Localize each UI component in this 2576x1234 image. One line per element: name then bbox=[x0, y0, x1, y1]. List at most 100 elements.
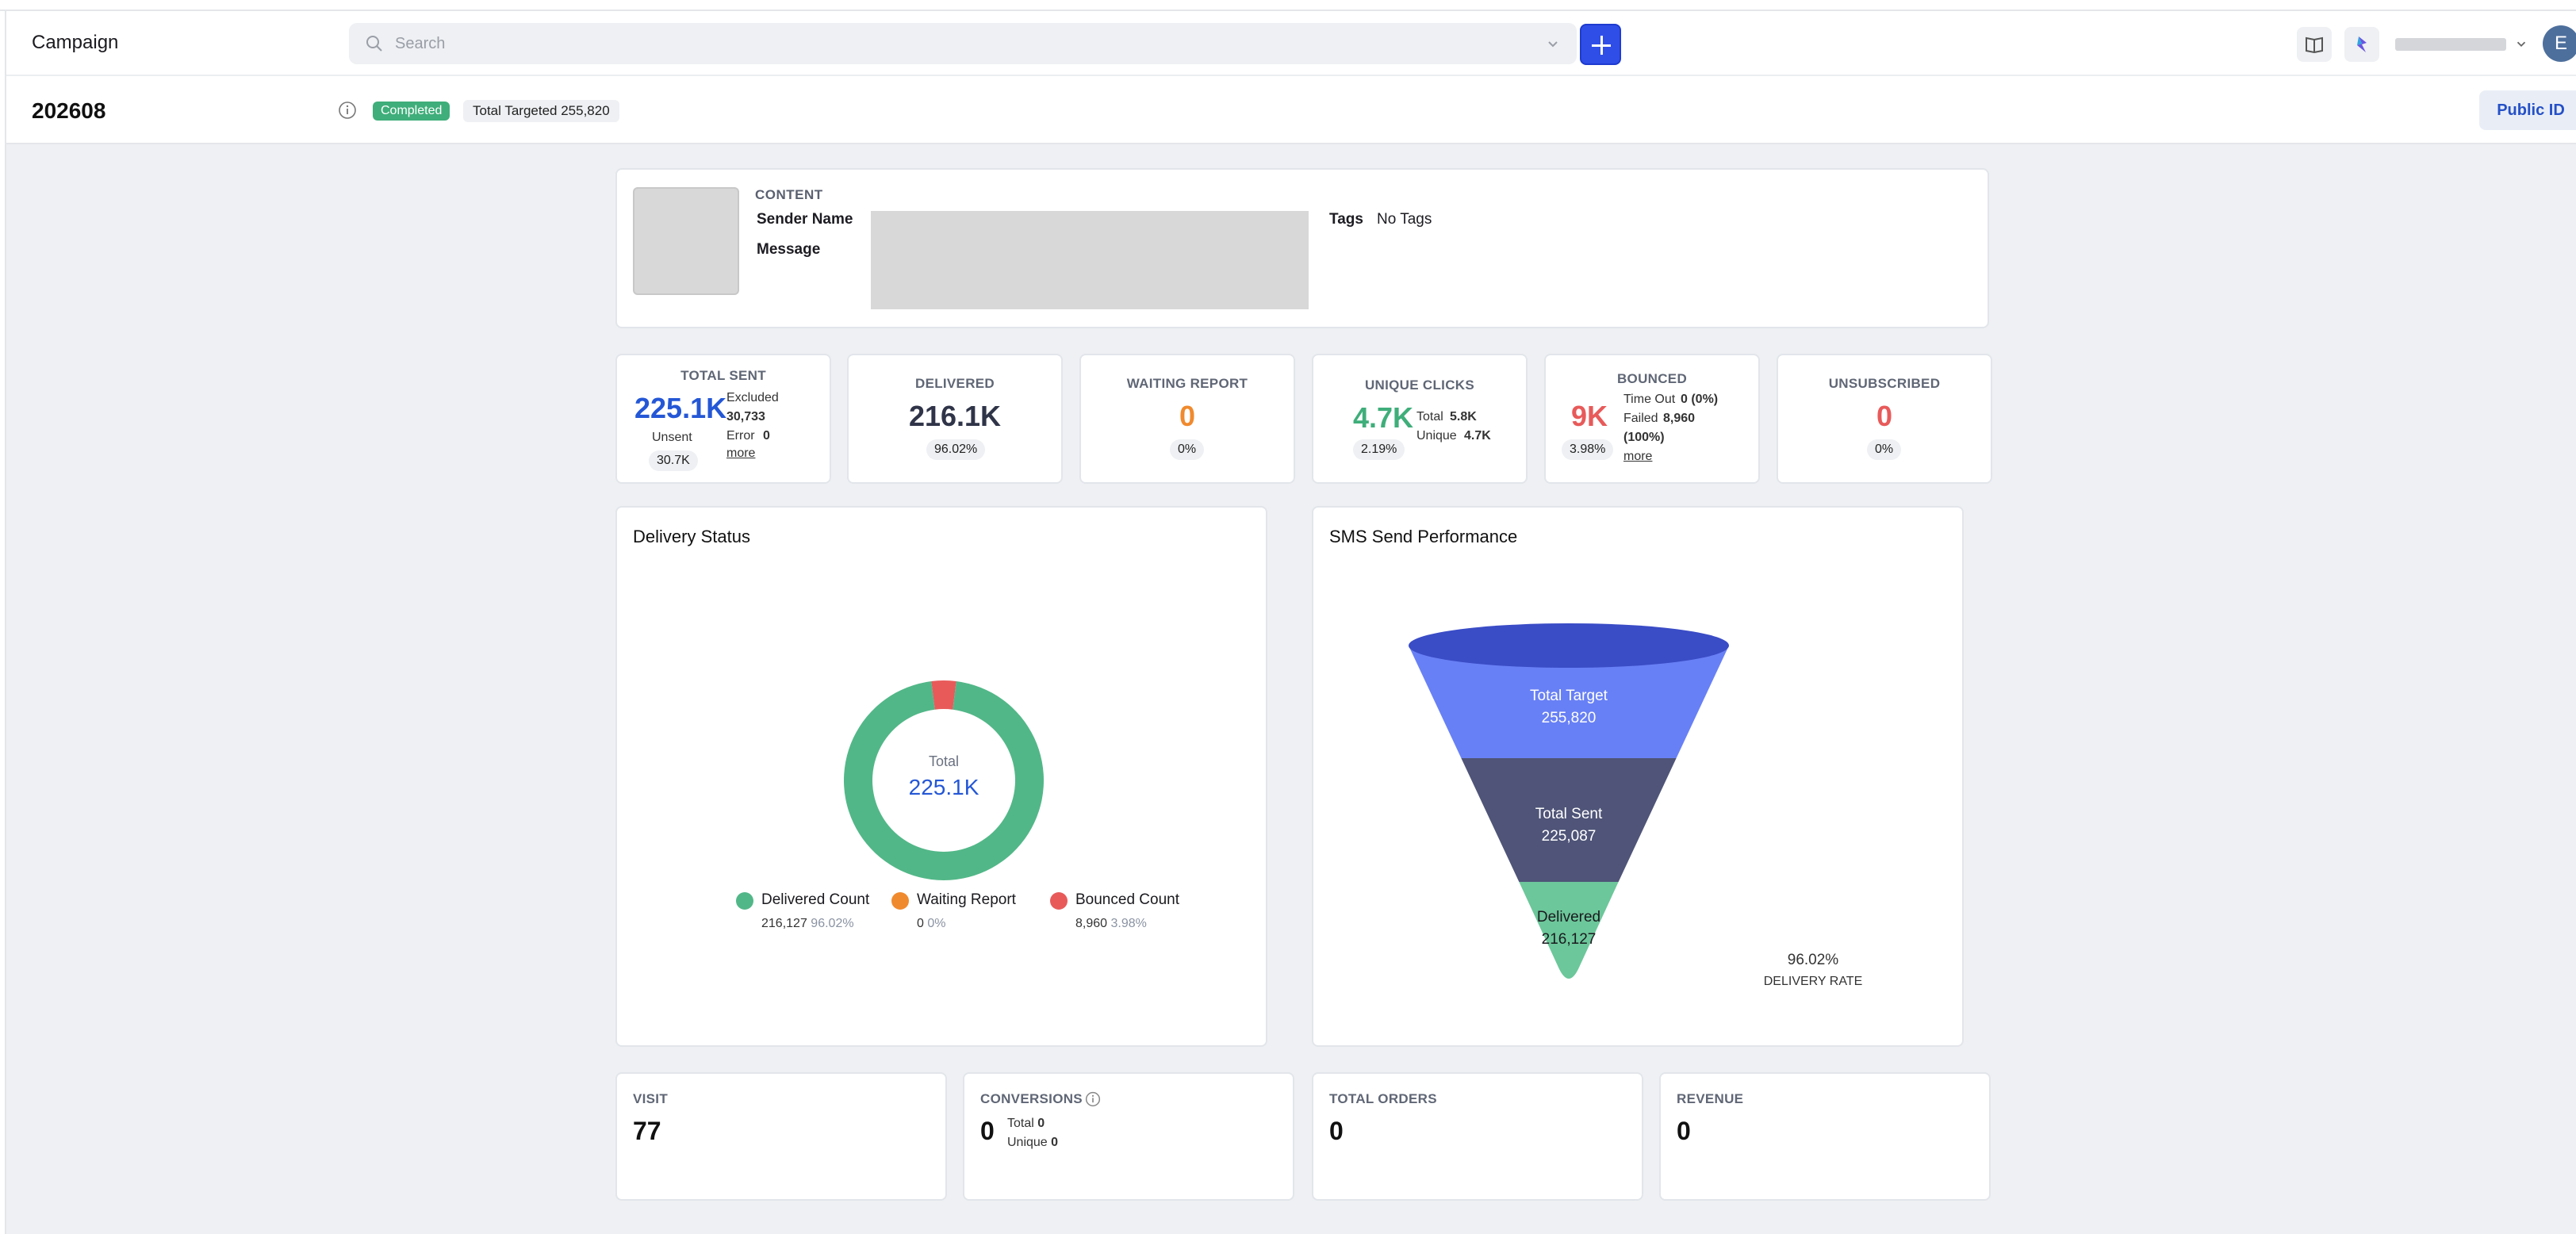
funnel-total-sent[interactable] bbox=[1461, 758, 1677, 882]
card-title: TOTAL ORDERS bbox=[1329, 1091, 1437, 1106]
stat-pct: 2.19% bbox=[1353, 439, 1405, 460]
excluded-label: Excluded bbox=[726, 391, 779, 404]
legend-dot bbox=[736, 892, 753, 910]
donut-center-label: Total bbox=[929, 753, 959, 769]
stat-bounced: BOUNCED 9K Time Out 0 (0%) Failed 8,960 … bbox=[1544, 354, 1760, 484]
stat-value: 225.1K bbox=[634, 392, 727, 424]
stat-title: UNSUBSCRIBED bbox=[1828, 376, 1941, 391]
conversions-total: Total 0 bbox=[1007, 1117, 1045, 1130]
clicks-unique-value: 4.7K bbox=[1464, 429, 1491, 443]
funnel-total-sent-value: 225,087 bbox=[1542, 828, 1597, 845]
chart-title: SMS Send Performance bbox=[1329, 527, 1518, 546]
stat-title: BOUNCED bbox=[1616, 371, 1688, 386]
stat-pct: 0% bbox=[1170, 439, 1205, 460]
info-icon[interactable] bbox=[338, 101, 357, 120]
legend-dot bbox=[891, 892, 909, 910]
sender-name-label: Sender Name bbox=[757, 211, 853, 228]
card-title: CONVERSIONS bbox=[980, 1091, 1083, 1106]
book-icon bbox=[2306, 36, 2323, 54]
info-icon[interactable] bbox=[1085, 1091, 1101, 1107]
funnel-delivered[interactable] bbox=[1519, 882, 1619, 979]
avatar[interactable]: E bbox=[2543, 25, 2576, 62]
card-value: 0 bbox=[1677, 1117, 1691, 1145]
funnel-total-sent-label: Total Sent bbox=[1535, 806, 1603, 822]
unsent-pill: 30.7K bbox=[649, 450, 698, 471]
message-label: Message bbox=[757, 241, 821, 258]
clicks-unique-label: Unique bbox=[1416, 429, 1457, 443]
stat-value: 4.7K bbox=[1353, 401, 1414, 434]
conversions-card: CONVERSIONS 0 Total 0 Unique 0 bbox=[963, 1072, 1294, 1201]
timeout-value: 0 (0%) bbox=[1681, 393, 1719, 406]
docs-button[interactable] bbox=[2297, 27, 2332, 62]
card-value: 0 bbox=[980, 1117, 995, 1145]
delivery-donut-chart: Total 225.1K bbox=[844, 680, 1044, 880]
funnel-delivered-label: Delivered bbox=[1537, 909, 1600, 926]
funnel-total-target[interactable] bbox=[1409, 646, 1729, 758]
main-content: CONTENT Sender Name Message Tags No Tags… bbox=[6, 144, 2576, 1234]
public-id-button[interactable]: Public ID bbox=[2479, 90, 2576, 130]
create-button[interactable] bbox=[1580, 24, 1621, 65]
campaign-id: 202608 bbox=[32, 98, 106, 123]
legend-name: Waiting Report bbox=[917, 891, 1016, 908]
chevron-down-icon[interactable] bbox=[1545, 36, 1561, 52]
account-select[interactable] bbox=[2387, 27, 2535, 62]
account-name-redacted bbox=[2395, 38, 2506, 51]
apps-button[interactable] bbox=[2344, 27, 2379, 62]
total-orders-card: TOTAL ORDERS 0 bbox=[1312, 1072, 1643, 1201]
more-link[interactable]: more bbox=[1623, 450, 1653, 463]
stat-pct: 96.02% bbox=[926, 439, 986, 460]
funnel-total-target-value: 255,820 bbox=[1542, 710, 1597, 726]
message-redacted bbox=[871, 211, 1309, 309]
funnel-total-target-label: Total Target bbox=[1530, 688, 1608, 704]
total-targeted-badge: Total Targeted 255,820 bbox=[463, 100, 619, 122]
error-value: 0 bbox=[763, 429, 770, 443]
search-input[interactable] bbox=[395, 31, 1521, 56]
conversions-unique: Unique 0 bbox=[1007, 1136, 1059, 1149]
window-left-edge bbox=[0, 11, 6, 1234]
legend-value: 216,127 96.02% bbox=[761, 917, 854, 930]
failed-pct: (100%) bbox=[1623, 431, 1665, 444]
status-badge: Completed bbox=[373, 102, 450, 121]
tags-value: No Tags bbox=[1377, 211, 1432, 228]
stat-value: 0 bbox=[1876, 400, 1893, 432]
app-logo-icon bbox=[2357, 36, 2367, 52]
unsent-label: Unsent bbox=[652, 431, 692, 444]
stat-title: UNIQUE CLICKS bbox=[1364, 377, 1474, 393]
content-thumbnail bbox=[633, 187, 739, 295]
stat-value: 0 bbox=[1179, 400, 1196, 432]
stat-value: 9K bbox=[1571, 400, 1608, 432]
delivery-rate-value: 96.02% bbox=[1788, 952, 1839, 968]
stat-pct: 3.98% bbox=[1562, 439, 1614, 460]
failed-label: Failed bbox=[1623, 412, 1658, 425]
legend-name: Bounced Count bbox=[1075, 891, 1179, 908]
revenue-card: REVENUE 0 bbox=[1659, 1072, 1991, 1201]
error-label: Error bbox=[726, 429, 755, 443]
card-value: 0 bbox=[1329, 1117, 1344, 1145]
bounced-slice[interactable] bbox=[931, 680, 956, 710]
card-title: REVENUE bbox=[1677, 1091, 1744, 1106]
stat-total-sent: TOTAL SENT 225.1K Excluded 30,733 Unsent… bbox=[615, 354, 831, 484]
stat-waiting-report: WAITING REPORT 0 0% bbox=[1079, 354, 1295, 484]
legend-value: 8,960 3.98% bbox=[1075, 917, 1147, 930]
visit-card: VISIT 77 bbox=[615, 1072, 947, 1201]
content-heading: CONTENT bbox=[755, 187, 823, 202]
sms-performance-card: SMS Send Performance 96.02% DELIVERY RAT… bbox=[1312, 506, 1964, 1047]
legend-dot bbox=[1050, 892, 1068, 910]
clicks-total-value: 5.8K bbox=[1450, 410, 1477, 423]
chevron-down-icon bbox=[2517, 41, 2526, 47]
stat-title: DELIVERED bbox=[915, 376, 995, 391]
funnel-delivered-value: 216,127 bbox=[1542, 931, 1597, 948]
funnel-top-cap bbox=[1409, 623, 1729, 668]
timeout-label: Time Out bbox=[1623, 393, 1676, 406]
stat-title: WAITING REPORT bbox=[1126, 376, 1248, 391]
more-link[interactable]: more bbox=[726, 446, 756, 460]
search-bar[interactable] bbox=[349, 23, 1577, 64]
stat-unique-clicks: UNIQUE CLICKS 4.7K Total 5.8K Unique 4.7… bbox=[1312, 354, 1528, 484]
app-title: Campaign bbox=[32, 32, 119, 53]
legend-value: 0 0% bbox=[917, 917, 946, 930]
top-header: Campaign E bbox=[6, 13, 2576, 76]
failed-value: 8,960 bbox=[1663, 412, 1696, 425]
stat-value: 216.1K bbox=[908, 400, 1002, 432]
legend-name: Delivered Count bbox=[761, 891, 870, 908]
stat-pct: 0% bbox=[1867, 439, 1902, 460]
